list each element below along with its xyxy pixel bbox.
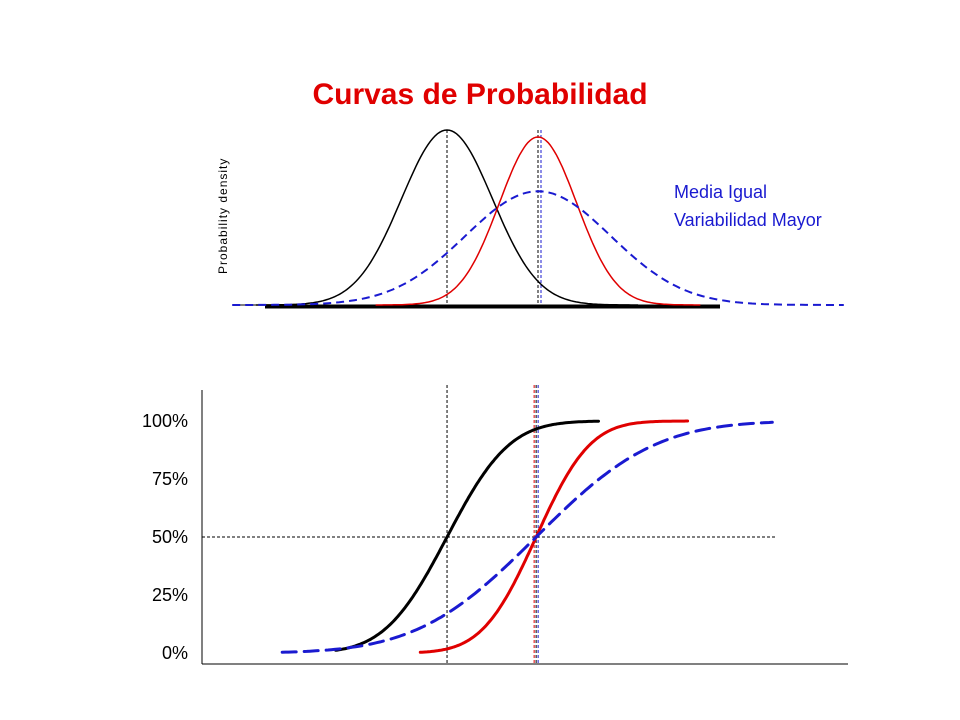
annotation: Media Igual Variabilidad Mayor (674, 178, 822, 234)
cumulative-ytick-1: 25% (152, 585, 188, 605)
density-series-1 (375, 136, 701, 306)
cumulative-ytick-3: 75% (152, 469, 188, 489)
density-series-2 (232, 190, 844, 306)
annotation-line1: Media Igual (674, 182, 768, 202)
cumulative-series-2 (280, 420, 774, 654)
slide-title: Curvas de Probabilidad (312, 78, 648, 111)
cumulative-ytick-2: 50% (152, 527, 188, 547)
cumulative-ytick-0: 0% (162, 643, 188, 663)
annotation-line2: Variabilidad Mayor (674, 210, 822, 230)
density-y-label: Probability density (216, 158, 230, 274)
cumulative-chart: 0% 25% 50% 75% 100% (142, 385, 848, 665)
density-chart: Probability density (216, 129, 844, 309)
cumulative-series-0 (334, 419, 600, 652)
cumulative-series-1 (418, 419, 690, 654)
cumulative-ytick-4: 100% (142, 411, 188, 431)
density-series-0 (255, 129, 639, 306)
